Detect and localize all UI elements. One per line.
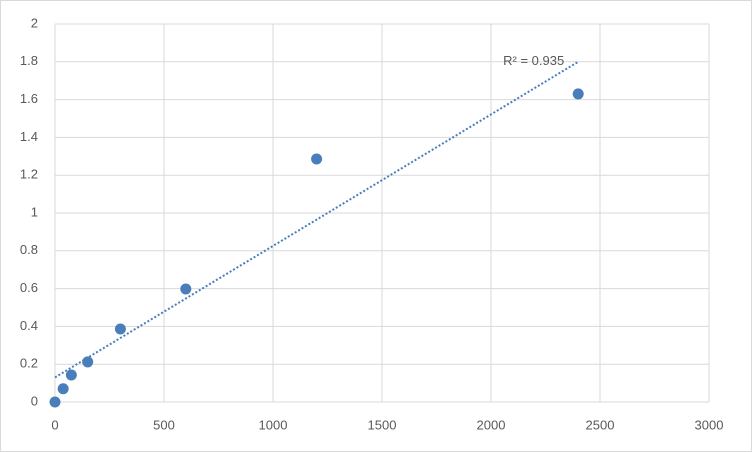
- y-tick-label: 1.6: [20, 91, 38, 106]
- x-tick-label: 2500: [586, 417, 615, 432]
- y-tick-label: 0.8: [20, 242, 38, 257]
- data-point: [114, 323, 126, 335]
- x-tick-label: 1500: [368, 417, 397, 432]
- data-point: [180, 283, 192, 295]
- y-tick-label: 0.2: [20, 356, 38, 371]
- y-tick-label: 1: [31, 204, 38, 219]
- y-tick-label: 0.4: [20, 318, 38, 333]
- data-point: [572, 88, 584, 100]
- data-point: [57, 383, 69, 395]
- y-tick-label: 0.6: [20, 280, 38, 295]
- data-point: [311, 153, 323, 165]
- trendline-label: R² = 0.935: [503, 53, 564, 68]
- y-tick-label: 2: [31, 15, 38, 30]
- x-tick-label: 1000: [259, 417, 288, 432]
- x-tick-label: 0: [51, 417, 58, 432]
- data-point: [65, 369, 77, 381]
- trendline: [54, 60, 579, 379]
- y-tick-label: 0: [31, 393, 38, 408]
- x-tick-label: 2000: [477, 417, 506, 432]
- y-tick-label: 1.4: [20, 129, 38, 144]
- y-tick-label: 1.2: [20, 167, 38, 182]
- y-tick-label: 1.8: [20, 53, 38, 68]
- data-point: [49, 396, 61, 408]
- data-point: [82, 356, 94, 368]
- x-tick-label: 3000: [695, 417, 724, 432]
- x-tick-label: 500: [153, 417, 175, 432]
